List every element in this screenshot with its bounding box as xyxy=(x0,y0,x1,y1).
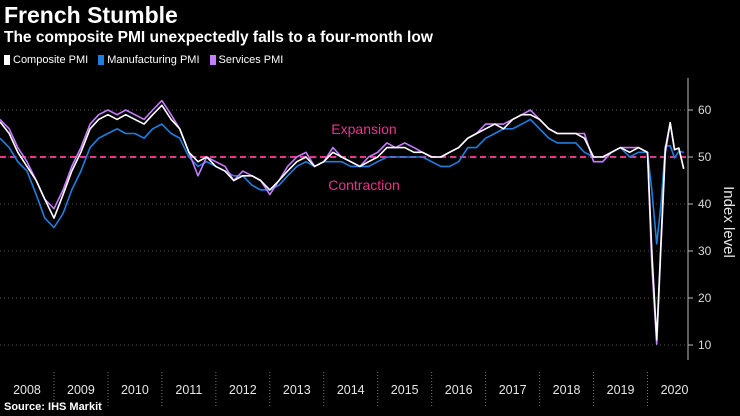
legend-swatch-composite xyxy=(4,55,10,65)
x-tick-label-2011: 2011 xyxy=(175,383,202,397)
legend: Composite PMI Manufacturing PMI Services… xyxy=(4,54,283,66)
y-tick-label: 20 xyxy=(698,291,712,305)
chart-subtitle: The composite PMI unexpectedly falls to … xyxy=(4,29,433,46)
axes xyxy=(687,78,693,360)
chart-title: French Stumble xyxy=(4,2,178,28)
chart-labels: 10 20 30 40 50 60 2008 2009 2010 2011 2012 2013 2014… xyxy=(13,103,737,397)
x-tick-label-2018: 2018 xyxy=(553,383,581,397)
x-tick-label-2015: 2015 xyxy=(391,383,419,397)
x-tick-label-2013: 2013 xyxy=(283,383,311,397)
y-tick-label: 60 xyxy=(698,103,712,117)
legend-item-manufacturing: Manufacturing PMI xyxy=(98,54,200,66)
annotation-expansion: Expansion xyxy=(331,121,396,137)
series-lines xyxy=(0,99,685,345)
x-tick-label-2020: 2020 xyxy=(661,383,689,397)
legend-item-services: Services PMI xyxy=(209,54,284,66)
series-line-composite xyxy=(0,104,685,341)
legend-label-composite: Composite PMI xyxy=(13,54,89,66)
x-tick-label-2019: 2019 xyxy=(607,383,635,397)
y-tick-label: 50 xyxy=(698,150,712,164)
y-tick-label: 10 xyxy=(698,338,712,352)
legend-swatch-manufacturing xyxy=(98,55,105,65)
y-tick-label: 30 xyxy=(698,244,712,258)
grid xyxy=(0,109,688,408)
legend-label-manufacturing: Manufacturing PMI xyxy=(107,54,200,66)
legend-label-services: Services PMI xyxy=(218,54,284,66)
x-tick-label-2009: 2009 xyxy=(67,383,95,397)
source-note: Source: IHS Markit xyxy=(4,401,102,413)
x-tick-label-2012: 2012 xyxy=(229,383,257,397)
annotation-contraction: Contraction xyxy=(328,177,400,193)
x-tick-label-2017: 2017 xyxy=(499,383,527,397)
y-axis-label: Index level xyxy=(720,186,737,258)
y-tick-label: 40 xyxy=(698,197,712,211)
x-tick-label-2014: 2014 xyxy=(337,383,365,397)
legend-item-composite: Composite PMI xyxy=(4,54,88,66)
x-tick-label-2016: 2016 xyxy=(445,383,473,397)
legend-swatch-services xyxy=(209,55,216,65)
x-tick-label-2010: 2010 xyxy=(121,383,149,397)
x-tick-label-2008: 2008 xyxy=(13,383,41,397)
